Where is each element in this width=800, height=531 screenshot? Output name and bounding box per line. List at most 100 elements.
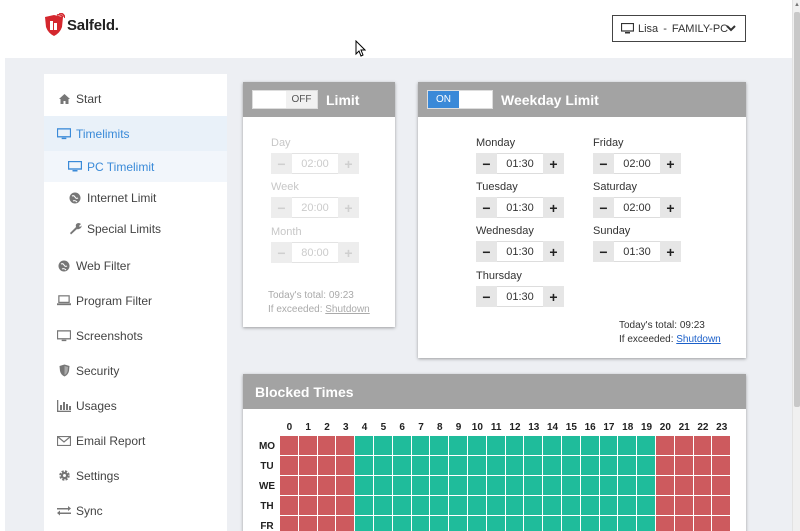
hour-label[interactable]: 14 <box>546 422 559 433</box>
hour-label[interactable]: 13 <box>528 422 540 433</box>
vertical-scrollbar[interactable]: ▲ <box>792 0 800 531</box>
allowed-cell[interactable] <box>543 436 562 456</box>
blocked-cell[interactable] <box>336 476 356 496</box>
hour-label[interactable]: 6 <box>399 422 405 433</box>
allowed-cell[interactable] <box>580 456 600 476</box>
increase-button[interactable]: + <box>543 241 564 262</box>
decrease-button[interactable]: − <box>476 197 497 218</box>
increase-button[interactable]: + <box>338 242 359 263</box>
allowed-cell[interactable] <box>543 476 562 496</box>
allowed-cell[interactable] <box>486 496 506 516</box>
allowed-cell[interactable] <box>599 436 619 456</box>
allowed-cell[interactable] <box>543 496 562 516</box>
blocked-cell[interactable] <box>280 456 299 476</box>
salfeld-logo[interactable]: Salfeld. <box>43 13 119 37</box>
allowed-cell[interactable] <box>561 456 581 476</box>
allowed-cell[interactable] <box>599 476 619 496</box>
allowed-cell[interactable] <box>467 476 487 496</box>
hour-label[interactable]: 1 <box>305 422 311 433</box>
allowed-cell[interactable] <box>524 456 544 476</box>
increase-button[interactable]: + <box>660 197 681 218</box>
allowed-cell[interactable] <box>561 496 581 516</box>
allowed-cell[interactable] <box>580 476 600 496</box>
allowed-cell[interactable] <box>392 436 412 456</box>
hour-label[interactable]: 21 <box>678 422 690 433</box>
decrease-button[interactable]: − <box>593 197 614 218</box>
decrease-button[interactable]: − <box>476 286 497 307</box>
decrease-button[interactable]: − <box>271 153 292 174</box>
sidebar-item-program-filter[interactable]: Program Filter <box>44 283 227 318</box>
allowed-cell[interactable] <box>524 496 544 516</box>
allowed-cell[interactable] <box>373 516 393 531</box>
decrease-button[interactable]: − <box>271 197 292 218</box>
allowed-cell[interactable] <box>561 476 581 496</box>
blocked-cell[interactable] <box>298 516 318 531</box>
decrease-button[interactable]: − <box>593 153 614 174</box>
week-limit-value[interactable]: 20:00 <box>292 197 338 218</box>
sidebar-item-screenshots[interactable]: Screenshots <box>44 318 227 353</box>
sidebar-item-security[interactable]: Security <box>44 353 227 388</box>
hour-label[interactable]: 15 <box>565 422 577 433</box>
allowed-cell[interactable] <box>524 476 544 496</box>
increase-button[interactable]: + <box>543 153 564 174</box>
allowed-cell[interactable] <box>637 436 656 456</box>
allowed-cell[interactable] <box>449 516 468 531</box>
allowed-cell[interactable] <box>355 476 374 496</box>
blocked-cell[interactable] <box>693 516 713 531</box>
allowed-cell[interactable] <box>524 436 544 456</box>
hour-label[interactable]: 19 <box>640 422 653 433</box>
decrease-button[interactable]: − <box>476 153 497 174</box>
allowed-cell[interactable] <box>392 496 412 516</box>
blocked-cell[interactable] <box>693 476 713 496</box>
scroll-up-icon[interactable]: ▲ <box>794 2 800 8</box>
allowed-cell[interactable] <box>467 516 487 531</box>
friday-value[interactable]: 02:00 <box>614 153 660 174</box>
allowed-cell[interactable] <box>543 516 562 531</box>
allowed-cell[interactable] <box>430 456 450 476</box>
blocked-cell[interactable] <box>317 436 337 456</box>
blocked-cell[interactable] <box>336 496 356 516</box>
blocked-cell[interactable] <box>655 456 675 476</box>
sidebar-item-sync[interactable]: Sync <box>44 493 227 528</box>
month-limit-value[interactable]: 80:00 <box>292 242 338 263</box>
day-label[interactable]: WE <box>258 480 276 492</box>
hour-label[interactable]: 16 <box>584 422 596 433</box>
allowed-cell[interactable] <box>449 476 468 496</box>
blocked-cell[interactable] <box>280 436 299 456</box>
scrollbar-thumb[interactable] <box>794 12 800 407</box>
allowed-cell[interactable] <box>449 456 468 476</box>
allowed-cell[interactable] <box>411 496 431 516</box>
blocked-cell[interactable] <box>693 436 713 456</box>
allowed-cell[interactable] <box>637 456 656 476</box>
sunday-value[interactable]: 01:30 <box>614 241 660 262</box>
allowed-cell[interactable] <box>355 456 374 476</box>
allowed-cell[interactable] <box>373 476 393 496</box>
tuesday-value[interactable]: 01:30 <box>497 197 543 218</box>
allowed-cell[interactable] <box>505 516 525 531</box>
blocked-cell[interactable] <box>674 496 694 516</box>
allowed-cell[interactable] <box>618 456 638 476</box>
increase-button[interactable]: + <box>338 197 359 218</box>
hour-label[interactable]: 2 <box>324 422 330 433</box>
blocked-cell[interactable] <box>674 516 694 531</box>
hour-label[interactable]: 18 <box>622 422 634 433</box>
allowed-cell[interactable] <box>411 456 431 476</box>
allowed-cell[interactable] <box>599 516 619 531</box>
hour-label[interactable]: 0 <box>286 422 293 433</box>
hour-label[interactable]: 8 <box>436 422 443 433</box>
blocked-cell[interactable] <box>655 516 675 531</box>
blocked-cell[interactable] <box>336 516 356 531</box>
allowed-cell[interactable] <box>637 476 656 496</box>
blocked-cell[interactable] <box>712 496 732 516</box>
hour-label[interactable]: 17 <box>603 422 615 433</box>
hour-label[interactable]: 5 <box>380 422 387 433</box>
sidebar-item-settings[interactable]: Settings <box>44 458 227 493</box>
day-label[interactable]: MO <box>258 440 276 452</box>
allowed-cell[interactable] <box>486 476 506 496</box>
monday-value[interactable]: 01:30 <box>497 153 543 174</box>
allowed-cell[interactable] <box>505 476 525 496</box>
hour-label[interactable]: 4 <box>361 422 368 433</box>
blocked-cell[interactable] <box>712 516 732 531</box>
allowed-cell[interactable] <box>373 456 393 476</box>
blocked-cell[interactable] <box>298 436 318 456</box>
